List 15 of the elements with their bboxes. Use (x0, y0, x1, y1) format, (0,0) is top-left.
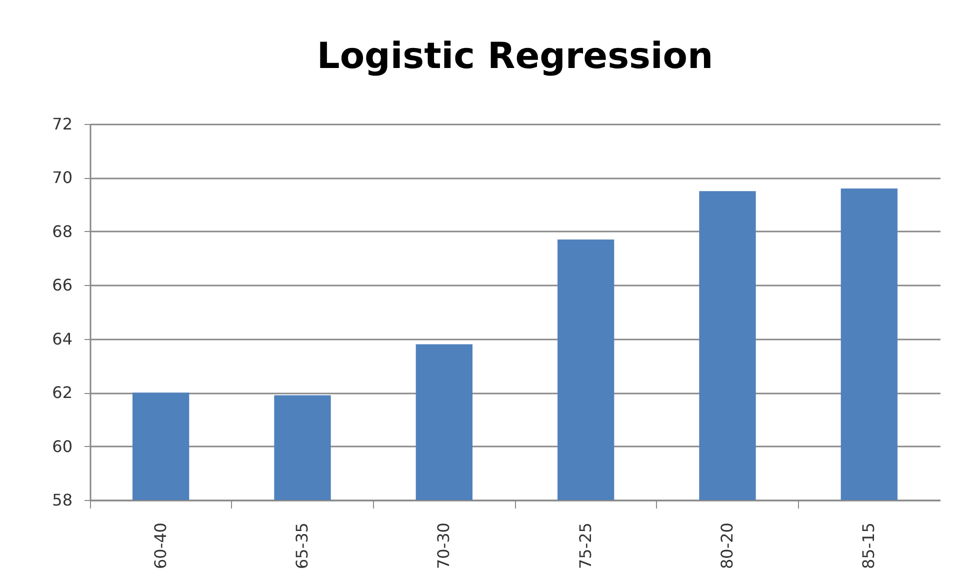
x-tick-label: 85-15 (859, 522, 878, 569)
y-tick-label: 70 (52, 168, 72, 188)
x-tick-label: 65-35 (292, 522, 312, 569)
y-tick-label: 58 (52, 490, 72, 510)
x-tick-label: 70-30 (434, 522, 454, 569)
x-tick-label: 60-40 (150, 522, 170, 569)
y-tick-label: 62 (52, 383, 72, 402)
x-tick-label: 80-20 (718, 522, 736, 569)
y-tick-label: 60 (52, 436, 72, 456)
y-tick-label: 64 (52, 329, 72, 348)
y-tick-label: 68 (52, 222, 72, 241)
y-tick-label: 66 (52, 276, 72, 295)
chart-title: Logistic Regression (316, 36, 714, 77)
y-tick-label: 72 (52, 114, 72, 134)
x-tick-label: 75-25 (576, 522, 595, 569)
